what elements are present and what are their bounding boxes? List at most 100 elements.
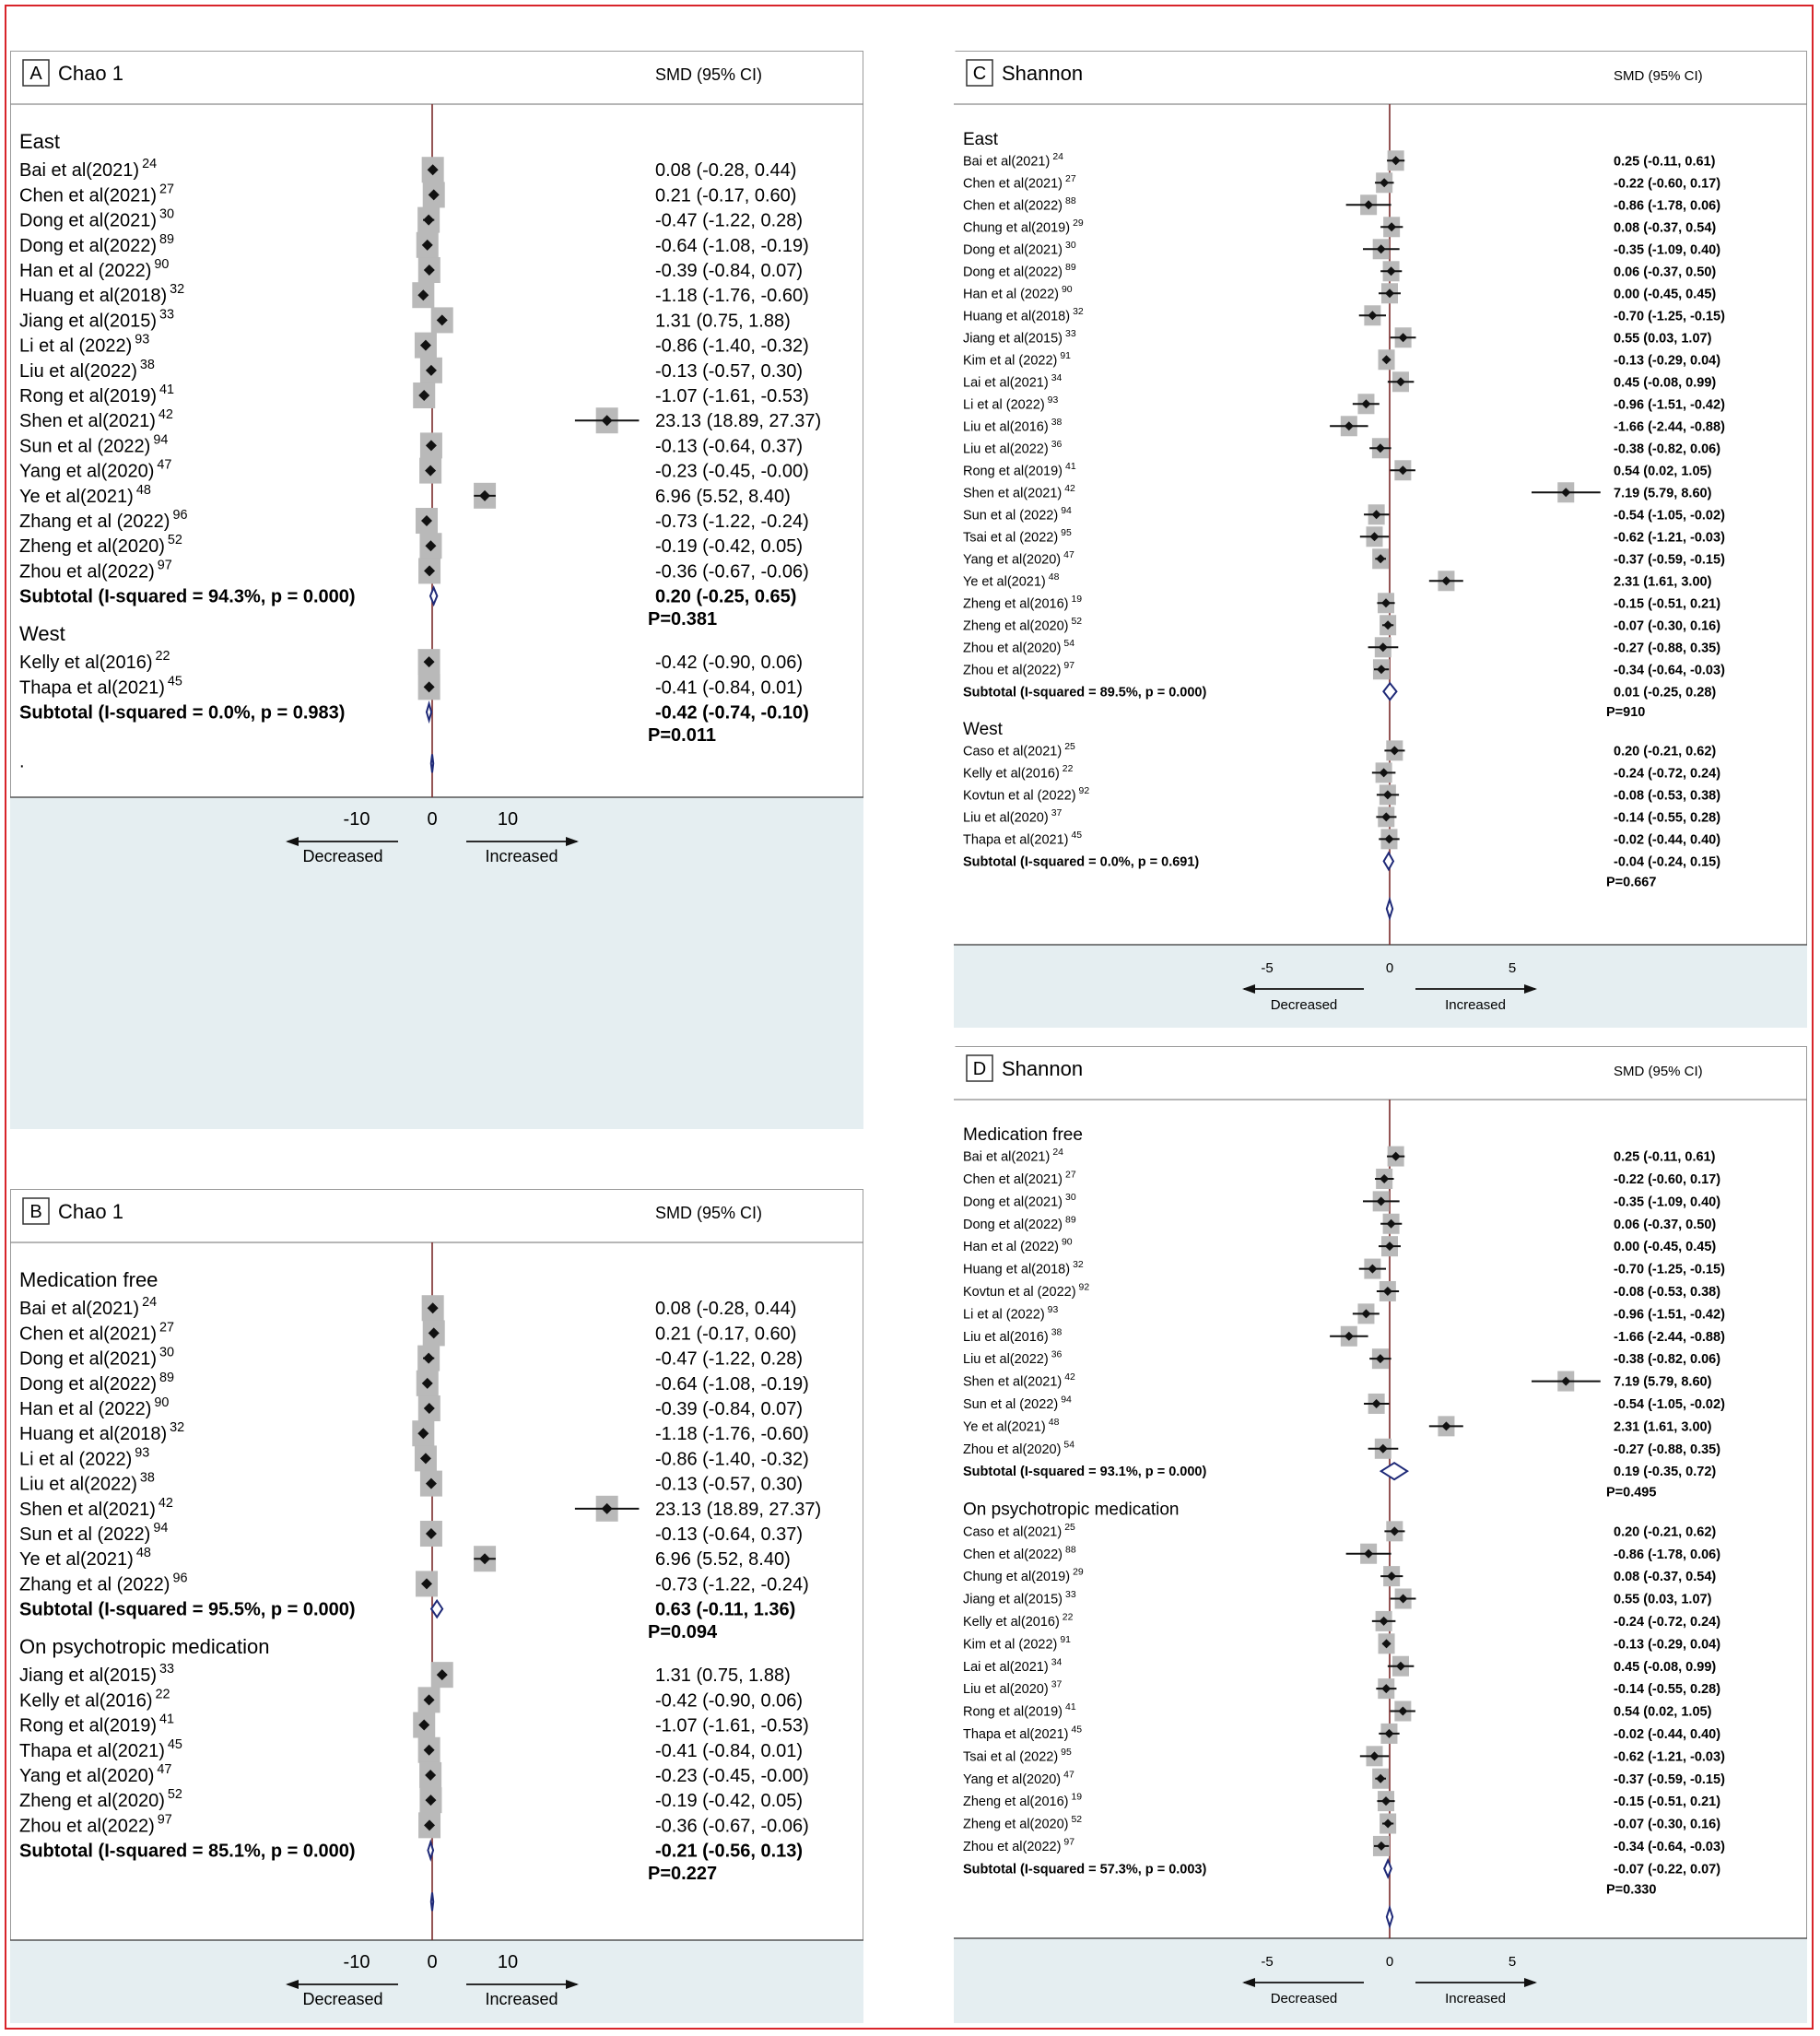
study-label: Kim et al (2022) 91 — [963, 1635, 1071, 1653]
study-label: Thapa et al(2021) 45 — [19, 674, 182, 698]
subtotal-ci: 0.20 (-0.25, 0.65) — [655, 587, 796, 607]
point-estimate — [1380, 1173, 1390, 1183]
study-label: Zhou et al(2022) 97 — [19, 558, 172, 582]
study-ref: 33 — [1065, 1590, 1076, 1600]
study-ref: 24 — [142, 157, 157, 171]
panel-letter: A — [29, 64, 42, 84]
increased-label: Increased — [1445, 1991, 1506, 2007]
ci-value: -1.18 (-1.76, -0.60) — [655, 1424, 809, 1444]
overall-diamond — [1385, 1904, 1394, 1930]
study-ref: 52 — [1071, 617, 1082, 627]
point-estimate — [1390, 746, 1400, 756]
ci-value: 0.55 (0.03, 1.07) — [1614, 331, 1712, 346]
point-estimate — [1382, 790, 1392, 800]
ci-value: -0.73 (-1.22, -0.24) — [655, 512, 809, 532]
study-label: Dong et al(2021) 30 — [963, 241, 1076, 258]
ci-value: -0.15 (-0.51, 0.21) — [1614, 1795, 1720, 1809]
point-estimate — [1361, 399, 1371, 409]
ci-value: 0.25 (-0.11, 0.61) — [1614, 154, 1716, 169]
study-label: Chen et al(2022) 88 — [963, 196, 1076, 214]
group-heading: East — [19, 130, 60, 153]
study-label: Chen et al(2021) 27 — [963, 1171, 1076, 1188]
ci-value: -1.07 (-1.61, -0.53) — [655, 1716, 809, 1736]
study-label: Yang et al(2020) 47 — [963, 550, 1074, 568]
point-estimate — [1379, 768, 1389, 778]
study-ref: 94 — [153, 1521, 168, 1536]
point-estimate — [423, 656, 435, 668]
column-header: SMD (95% CI) — [655, 65, 762, 84]
panel-letter-box — [966, 59, 993, 87]
study-label: Zheng et al(2020) 52 — [19, 1787, 182, 1811]
ci-value: -0.22 (-0.60, 0.17) — [1614, 176, 1720, 191]
study-ref: 32 — [1073, 307, 1084, 317]
ci-value: -0.36 (-0.67, -0.06) — [655, 1816, 809, 1836]
point-estimate — [1364, 1548, 1374, 1559]
point-estimate — [427, 164, 439, 176]
point-estimate — [1368, 311, 1378, 321]
increased-label: Increased — [485, 847, 558, 865]
study-ref: 45 — [168, 674, 182, 688]
x-tick-label: -10 — [344, 809, 370, 830]
axis-band — [10, 1940, 863, 2023]
study-label: Ye et al(2021) 48 — [19, 483, 151, 507]
study-label: Thapa et al(2021) 45 — [19, 1737, 182, 1761]
study-ref: 96 — [172, 1571, 187, 1585]
ci-value: -0.86 (-1.40, -0.32) — [655, 1449, 809, 1469]
point-estimate — [427, 1302, 439, 1314]
study-ref: 90 — [154, 257, 169, 272]
ci-value: -0.62 (-1.21, -0.03) — [1614, 1749, 1725, 1764]
study-label: Zhang et al (2022) 96 — [19, 1571, 187, 1595]
ci-value: 2.31 (1.61, 3.00) — [1614, 574, 1712, 589]
study-label: Dong et al(2022) 89 — [963, 1215, 1076, 1232]
study-label: Shen et al(2021) 42 — [19, 407, 173, 431]
figure-frame — [5, 5, 1814, 2030]
study-ref: 47 — [1063, 550, 1074, 560]
ci-value: 23.13 (18.89, 27.37) — [655, 1500, 821, 1520]
study-label: Jiang et al(2015) 33 — [963, 1590, 1076, 1607]
study-label: Shen et al(2021) 42 — [19, 1496, 173, 1520]
study-ref: 54 — [1063, 639, 1074, 649]
point-estimate — [1561, 488, 1571, 498]
study-label: Huang et al(2018) 32 — [963, 307, 1084, 324]
study-label: Chung et al(2019) 29 — [963, 218, 1084, 236]
study-ref: 97 — [1063, 661, 1074, 671]
study-ref: 93 — [135, 1445, 149, 1460]
subtotal-diamond — [1382, 851, 1395, 872]
ci-value: -0.86 (-1.78, 0.06) — [1614, 198, 1720, 213]
study-ref: 38 — [140, 358, 155, 372]
subtotal-label: Subtotal (I-squared = 94.3%, p = 0.000) — [19, 587, 356, 607]
ci-value: -0.47 (-1.22, 0.28) — [655, 211, 803, 231]
point-estimate — [1381, 812, 1391, 822]
point-estimate — [423, 214, 435, 226]
point-estimate — [1398, 465, 1408, 476]
ci-value: -1.66 (-2.44, -0.88) — [1614, 419, 1725, 434]
point-estimate — [424, 1819, 436, 1831]
axis-band — [10, 797, 863, 1129]
study-label: Liu et al(2016) 38 — [963, 1327, 1063, 1345]
point-estimate — [1384, 834, 1394, 844]
study-label: Li et al (2022) 93 — [963, 1305, 1058, 1323]
study-label: Han et al (2022) 90 — [19, 257, 169, 281]
study-label: Shen et al(2021) 42 — [963, 1372, 1075, 1390]
study-ref: 22 — [1063, 764, 1074, 774]
ci-value: -0.24 (-0.72, 0.24) — [1614, 1615, 1720, 1630]
study-ref: 38 — [1051, 1327, 1063, 1337]
point-estimate — [1371, 1398, 1381, 1408]
ci-value: -0.08 (-0.53, 0.38) — [1614, 1285, 1720, 1300]
point-estimate — [1371, 510, 1381, 520]
subtotal-diamond — [425, 700, 433, 724]
ci-value: 1.31 (0.75, 1.88) — [655, 1665, 791, 1686]
subtotal-ci: 0.19 (-0.35, 0.72) — [1614, 1465, 1716, 1479]
study-ref: 41 — [1065, 1702, 1076, 1712]
ci-value: -0.38 (-0.82, 0.06) — [1614, 1352, 1720, 1367]
study-ref: 33 — [159, 1662, 174, 1677]
study-label: Kovtun et al (2022) 92 — [963, 1283, 1089, 1300]
subtotal-diamond — [427, 1839, 435, 1862]
point-estimate — [421, 239, 433, 251]
point-estimate — [425, 1528, 437, 1540]
point-estimate — [1386, 1218, 1396, 1229]
increased-label: Increased — [485, 1990, 558, 2008]
study-ref: 24 — [142, 1295, 157, 1310]
study-ref: 47 — [157, 458, 171, 473]
column-header: SMD (95% CI) — [655, 1204, 762, 1222]
